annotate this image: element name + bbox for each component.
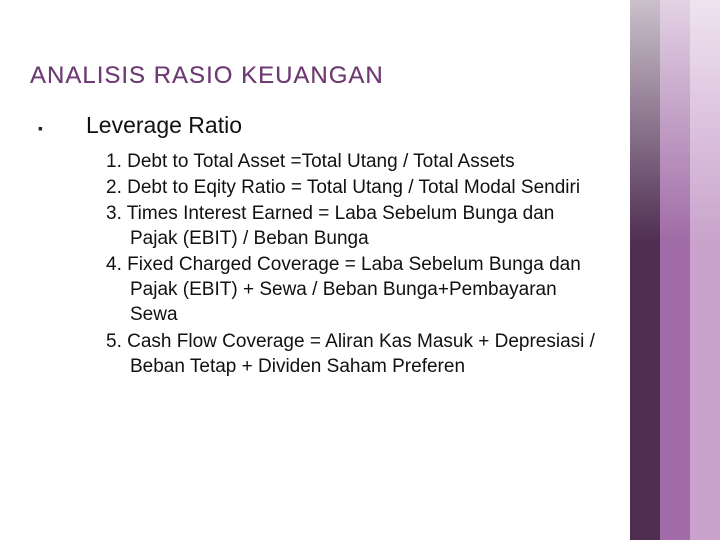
stripe-dark [630,0,660,540]
list-item: 1. Debt to Total Asset =Total Utang / To… [106,149,598,174]
slide-content: ANALISIS RASIO KEUANGAN ▪ Leverage Ratio… [0,0,630,540]
list-item: 4. Fixed Charged Coverage = Laba Sebelum… [106,252,598,327]
bullet-icon: ▪ [30,121,86,135]
side-decor-stripe [630,0,720,540]
subheading: Leverage Ratio [86,112,604,139]
body-column: Leverage Ratio 1. Debt to Total Asset =T… [86,112,604,380]
ratio-list: 1. Debt to Total Asset =Total Utang / To… [86,149,604,379]
list-item: 2. Debt to Eqity Ratio = Total Utang / T… [106,175,598,200]
stripe-mid [660,0,690,540]
body-row: ▪ Leverage Ratio 1. Debt to Total Asset … [30,112,604,380]
list-item: 5. Cash Flow Coverage = Aliran Kas Masuk… [106,329,598,379]
slide-title: ANALISIS RASIO KEUANGAN [30,62,604,90]
list-item: 3. Times Interest Earned = Laba Sebelum … [106,201,598,251]
stripe-light [690,0,720,540]
